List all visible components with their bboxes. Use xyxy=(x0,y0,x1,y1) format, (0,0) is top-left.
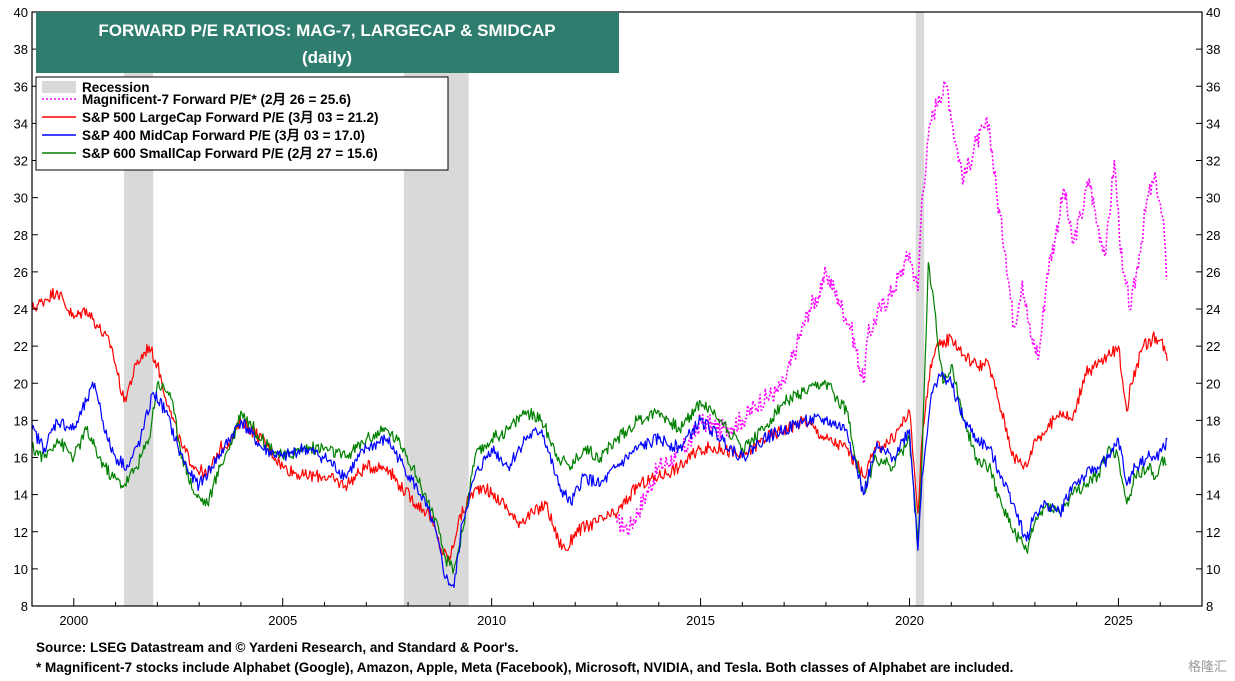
y-tick-label-left-20: 20 xyxy=(14,376,28,391)
y-tick-label-right-28: 28 xyxy=(1206,228,1220,243)
source-note: Source: LSEG Datastream and © Yardeni Re… xyxy=(36,640,519,655)
y-tick-label-left-22: 22 xyxy=(14,339,28,354)
legend: Recession Magnificent-7 Forward P/E* (2月… xyxy=(35,76,449,171)
legend-recession-label: Recession xyxy=(82,80,150,95)
y-tick-label-left-26: 26 xyxy=(14,265,28,280)
y-tick-label-right-14: 14 xyxy=(1206,488,1220,503)
series-line-1 xyxy=(31,287,1168,562)
y-tick-label-right-16: 16 xyxy=(1206,451,1220,466)
y-tick-label-right-26: 26 xyxy=(1206,265,1220,280)
y-tick-label-left-38: 38 xyxy=(14,42,28,57)
legend-label-0: Magnificent-7 Forward P/E* (2月 26 = 25.6… xyxy=(82,92,351,107)
y-tick-label-right-22: 22 xyxy=(1206,339,1220,354)
y-tick-label-left-24: 24 xyxy=(14,302,28,317)
y-tick-label-left-40: 40 xyxy=(14,5,28,20)
legend-label-3: S&P 600 SmallCap Forward P/E (2月 27 = 15… xyxy=(82,146,378,161)
series-lines xyxy=(31,80,1168,588)
legend-series-entries: Magnificent-7 Forward P/E* (2月 26 = 25.6… xyxy=(42,92,379,161)
x-tick-label-2025: 2025 xyxy=(1104,613,1133,628)
legend-label-1: S&P 500 LargeCap Forward P/E (3月 03 = 21… xyxy=(82,110,379,125)
y-tick-label-left-14: 14 xyxy=(14,488,28,503)
y-tick-label-right-32: 32 xyxy=(1206,154,1220,169)
y-tick-label-right-34: 34 xyxy=(1206,116,1220,131)
x-tick-label-2005: 2005 xyxy=(268,613,297,628)
series-line-0 xyxy=(616,80,1168,537)
series-line-3 xyxy=(31,262,1167,574)
y-tick-label-right-12: 12 xyxy=(1206,525,1220,540)
y-tick-label-left-12: 12 xyxy=(14,525,28,540)
y-tick-label-right-24: 24 xyxy=(1206,302,1220,317)
watermark-logo: 格隆汇 xyxy=(1187,660,1227,675)
legend-label-2: S&P 400 MidCap Forward P/E (3月 03 = 17.0… xyxy=(82,128,365,143)
x-tick-label-2000: 2000 xyxy=(59,613,88,628)
legend-recession-swatch xyxy=(42,81,76,93)
y-tick-label-left-10: 10 xyxy=(14,562,28,577)
chart-subtitle: (daily) xyxy=(302,48,352,67)
y-tick-label-left-32: 32 xyxy=(14,154,28,169)
series-line-2 xyxy=(31,371,1168,588)
y-tick-label-left-36: 36 xyxy=(14,79,28,94)
y-tick-label-right-20: 20 xyxy=(1206,376,1220,391)
y-tick-label-left-16: 16 xyxy=(14,451,28,466)
legend-box xyxy=(35,76,449,171)
y-tick-label-right-36: 36 xyxy=(1206,79,1220,94)
title-background xyxy=(36,12,619,73)
y-tick-label-right-10: 10 xyxy=(1206,562,1220,577)
y-tick-label-left-34: 34 xyxy=(14,116,28,131)
x-tick-label-2020: 2020 xyxy=(895,613,924,628)
y-tick-label-left-30: 30 xyxy=(14,191,28,206)
y-tick-label-right-40: 40 xyxy=(1206,5,1220,20)
x-tick-label-2010: 2010 xyxy=(477,613,506,628)
y-tick-label-right-30: 30 xyxy=(1206,191,1220,206)
y-tick-label-left-18: 18 xyxy=(14,413,28,428)
y-tick-label-left-28: 28 xyxy=(14,228,28,243)
y-tick-label-right-38: 38 xyxy=(1206,42,1220,57)
footnote: * Magnificent-7 stocks include Alphabet … xyxy=(36,660,1014,675)
x-tick-label-2015: 2015 xyxy=(686,613,715,628)
y-tick-label-right-18: 18 xyxy=(1206,413,1220,428)
y-tick-label-right-8: 8 xyxy=(1206,599,1213,614)
recession-band-2 xyxy=(915,12,925,606)
title-box: FORWARD P/E RATIOS: MAG-7, LARGECAP & SM… xyxy=(36,12,619,73)
chart-title: FORWARD P/E RATIOS: MAG-7, LARGECAP & SM… xyxy=(98,21,555,40)
y-tick-label-left-8: 8 xyxy=(21,599,28,614)
